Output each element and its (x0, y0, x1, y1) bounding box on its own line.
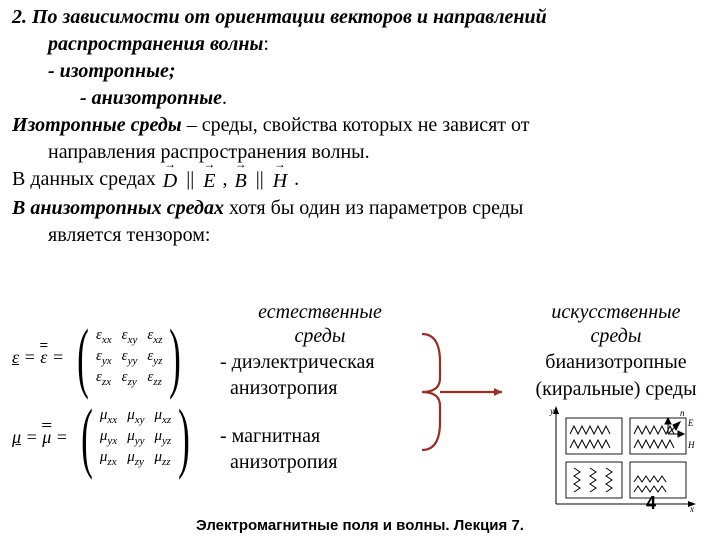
bianiso-line: бианизотропные (516, 350, 716, 375)
chiral-line: (киральные) среды (516, 377, 716, 402)
iso-def-line1: Изотропные среды – среды, свойства котор… (12, 112, 708, 139)
artificial-media-block: искусственные среды бианизотропные (кира… (516, 300, 716, 402)
artificial-head1: искусственные (516, 300, 716, 324)
parallel-symbol-2: || (254, 166, 266, 193)
mu-lhs: μ = μ = (12, 427, 68, 448)
vec-E: →E (201, 168, 217, 195)
eps-tensor-row: ε = ε = ( εxxεxyεxzεyxεyyεyzεzxεzyεzz ) (12, 322, 197, 392)
parallel-symbol-1: || (184, 166, 196, 193)
bullet-anisotropic-dot: . (222, 87, 227, 109)
eps-rparen: ) (170, 322, 182, 392)
magnetic-line2: анизотропия (220, 450, 420, 474)
magnetic-line1: - магнитная (220, 424, 420, 448)
bullet-isotropic-text: - изотропные; (48, 60, 176, 82)
natural-media-block: естественные среды - диэлектрическая ани… (220, 300, 420, 474)
vec-B: →B (232, 168, 248, 195)
aniso-line2: является тензором: (12, 222, 708, 249)
heading-colon: : (263, 33, 269, 55)
mu-lparen: ( (81, 402, 93, 472)
eps-lhs: ε = ε = (12, 347, 64, 368)
aniso-rest: хотя бы один из параметров среды (224, 197, 523, 219)
dielectric-line1: - диэлектрическая (220, 350, 420, 374)
heading-part1: 2. По зависимости от ориентации векторов… (12, 6, 547, 28)
mu-tensor-row: μ = μ = ( μxxμxyμxzμyxμyyμyzμzxμzyμzz ) (12, 402, 197, 472)
iso-def-line2: направления распространения волны. (12, 139, 708, 166)
diagram-label-y: y (549, 406, 554, 416)
natural-head1: естественные (220, 300, 420, 324)
chiral-diagram: y x n E H (548, 404, 698, 514)
vec-H: →H (271, 168, 289, 195)
heading-part2: распространения волны (48, 33, 263, 55)
iso-term: Изотропные среды (12, 114, 182, 136)
mu-rparen: ) (178, 402, 190, 472)
bracket-icon (420, 322, 510, 462)
bullet-anisotropic: - анизотропные. (12, 85, 708, 112)
tensor-matrices: ε = ε = ( εxxεxyεxzεyxεyyεyzεzxεzyεzz ) … (12, 322, 197, 482)
diagram-label-E: E (687, 418, 694, 428)
natural-head2: среды (220, 324, 420, 348)
aniso-term: В анизотропных средах (12, 197, 224, 219)
iso-rest: – среды, свойства которых не зависят от (182, 114, 530, 136)
aniso-line1: В анизотропных средах хотя бы один из па… (12, 195, 708, 222)
heading-line1: 2. По зависимости от ориентации векторов… (12, 4, 708, 31)
bullet-isotropic: - изотропные; (12, 58, 708, 85)
lecture-footer: Электромагнитные поля и волны. Лекция 7. (0, 517, 720, 534)
vec-D: →D (161, 168, 179, 195)
eps-lparen: ( (77, 322, 89, 392)
page-number: 4 (646, 493, 656, 514)
diagram-label-H: H (687, 440, 695, 450)
slide: 2. По зависимости от ориентации векторов… (0, 0, 720, 540)
diagram-label-x: x (689, 504, 694, 514)
vector-relation-line: В данных средах →D || →E , →B || →H . (12, 166, 708, 195)
heading-line2: распространения волны: (12, 31, 708, 58)
eps-matrix: εxxεxyεxzεyxεyyεyzεzxεzyεzz (96, 327, 162, 388)
bullet-anisotropic-text: - анизотропные (80, 87, 222, 109)
aniso-rest2: является тензором: (48, 224, 210, 246)
artificial-head2: среды (516, 324, 716, 348)
comma: , (222, 168, 232, 190)
diagram-label-n: n (680, 408, 685, 418)
dielectric-line2: анизотропия (220, 376, 420, 400)
in-these-text: В данных средах (12, 168, 161, 190)
vec-period: . (294, 168, 299, 190)
mu-matrix: μxxμxyμxzμyxμyyμyzμzxμzyμzz (100, 407, 171, 468)
